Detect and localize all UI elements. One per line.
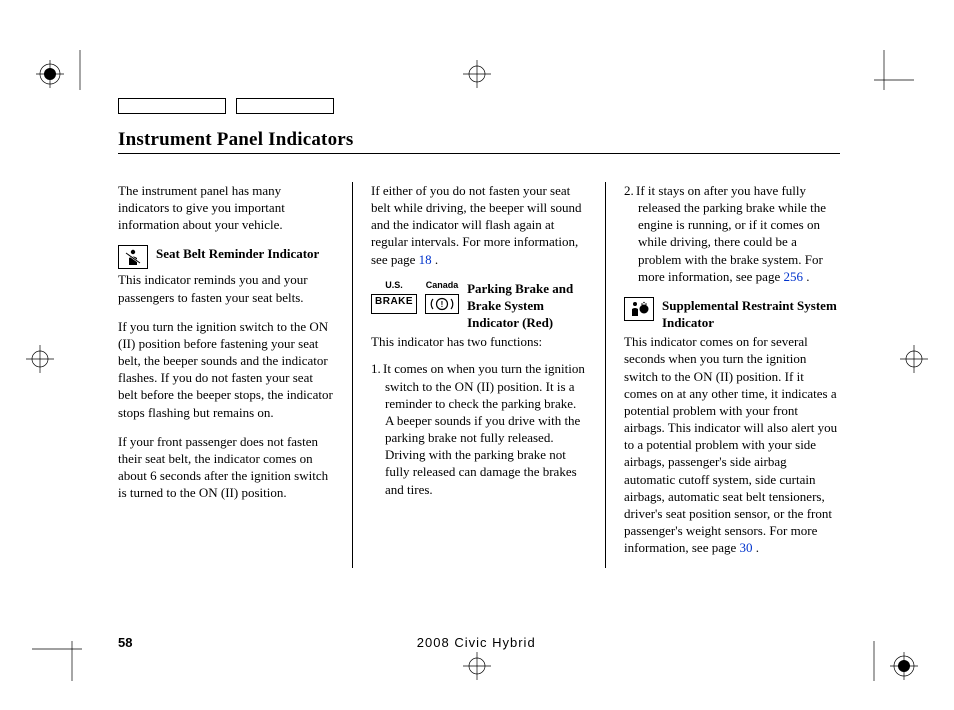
- column-3: 2.If it stays on after you have fully re…: [624, 182, 840, 568]
- title-rule: [118, 153, 840, 154]
- crop-mark: [70, 50, 90, 95]
- canada-variant: Canada !: [425, 280, 459, 314]
- srs-indicator-head: Supplemental Restraint System Indicator: [624, 297, 840, 331]
- footer-model: 2008 Civic Hybrid: [132, 635, 820, 650]
- brake-intro: This indicator has two functions:: [371, 333, 587, 350]
- column-separator: [352, 182, 353, 568]
- crop-mark: [864, 641, 884, 686]
- redaction-row: [118, 98, 840, 123]
- seatbelt-icon: [118, 245, 148, 269]
- seatbelt-indicator-head: Seat Belt Reminder Indicator: [118, 245, 334, 269]
- page-footer: 58 2008 Civic Hybrid: [118, 635, 840, 650]
- brake-item-2: 2.If it stays on after you have fully re…: [624, 182, 840, 285]
- seatbelt-p1: This indicator reminds you and your pass…: [118, 271, 334, 305]
- brake-text: BRAKE: [375, 296, 413, 307]
- column-2: If either of you do not fasten your seat…: [371, 182, 587, 568]
- us-label: U.S.: [385, 280, 403, 292]
- redact-box: [236, 98, 334, 114]
- srs-pb: .: [753, 540, 760, 555]
- seatbelt-heading: Seat Belt Reminder Indicator: [156, 245, 319, 262]
- srs-heading: Supplemental Restraint System Indicator: [662, 297, 840, 331]
- srs-pa: This indicator comes on for several seco…: [624, 334, 837, 555]
- page-title: Instrument Panel Indicators: [118, 129, 354, 150]
- page-ref-18[interactable]: 18: [419, 252, 432, 267]
- list-num-2: 2.: [624, 182, 636, 199]
- intro-para: The instrument panel has many indicators…: [118, 182, 334, 233]
- page-ref-256[interactable]: 256: [783, 269, 803, 284]
- seatbelt-p3: If your front passenger does not fasten …: [118, 433, 334, 502]
- column-1: The instrument panel has many indicators…: [118, 182, 334, 568]
- cross-mark: [463, 652, 491, 680]
- registration-mark: [36, 60, 64, 88]
- list-num-1: 1.: [371, 360, 383, 377]
- cross-mark: [463, 60, 491, 88]
- title-row: Instrument Panel Indicators: [118, 129, 840, 151]
- page-number: 58: [118, 635, 132, 650]
- redact-box: [118, 98, 226, 114]
- item2b: .: [803, 269, 810, 284]
- brake-us-icon: BRAKE: [371, 294, 417, 314]
- brake-canada-icon: !: [425, 294, 459, 314]
- cross-mark: [26, 345, 54, 373]
- svg-text:!: !: [441, 300, 444, 309]
- brake-item-1: 1.It comes on when you turn the ignition…: [371, 360, 587, 497]
- page-content: Instrument Panel Indicators The instrume…: [118, 98, 840, 618]
- registration-mark: [890, 652, 918, 680]
- col2-p1: If either of you do not fasten your seat…: [371, 182, 587, 268]
- brake-heading: Parking Brake and Brake System Indicator…: [467, 280, 587, 331]
- srs-para: This indicator comes on for several seco…: [624, 333, 840, 556]
- us-variant: U.S. BRAKE: [371, 280, 417, 314]
- crop-mark: [32, 641, 82, 686]
- brake-indicator-head: U.S. BRAKE Canada ! Parking Brake and Br…: [371, 280, 587, 331]
- col2-p1a: If either of you do not fasten your seat…: [371, 183, 581, 267]
- item1-text: It comes on when you turn the ignition s…: [383, 361, 585, 496]
- canada-label: Canada: [426, 280, 459, 292]
- cross-mark: [900, 345, 928, 373]
- column-separator: [605, 182, 606, 568]
- page-ref-30[interactable]: 30: [740, 540, 753, 555]
- columns: The instrument panel has many indicators…: [118, 182, 840, 568]
- seatbelt-p2: If you turn the ignition switch to the O…: [118, 318, 334, 421]
- crop-mark: [874, 50, 914, 95]
- srs-icon: [624, 297, 654, 321]
- col2-p1b: .: [432, 252, 439, 267]
